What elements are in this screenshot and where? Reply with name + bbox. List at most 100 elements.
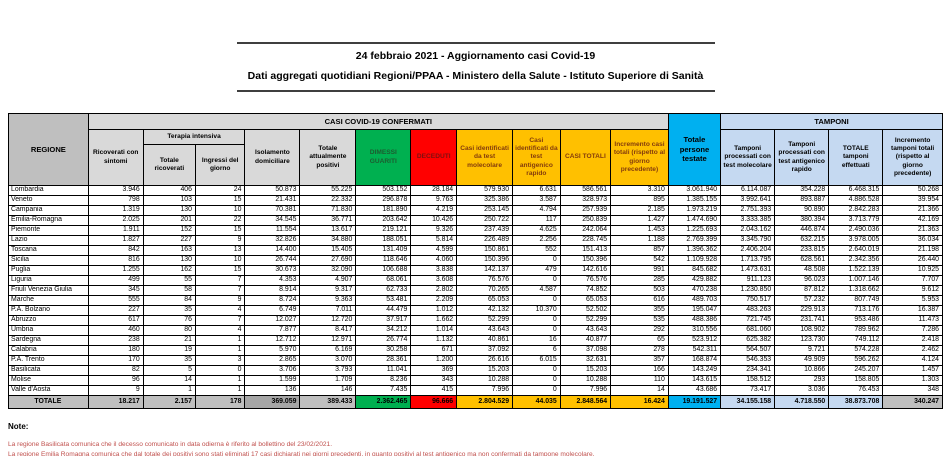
value-cell: 9.326 <box>410 225 458 236</box>
value-cell: 76.576 <box>559 275 612 286</box>
value-cell: 96 <box>87 375 144 386</box>
value-cell: 499 <box>87 275 144 286</box>
region-name: Puglia <box>8 265 89 276</box>
value-cell: 807.749 <box>828 295 884 306</box>
region-name: Campania <box>8 205 89 216</box>
value-cell: 43.643 <box>456 325 514 336</box>
value-cell: 369.059 <box>244 395 301 409</box>
region-name: Friuli Venezia Giulia <box>8 285 89 296</box>
value-cell: 2.342.356 <box>828 255 884 266</box>
value-cell: 1 <box>142 385 196 396</box>
value-cell: 1.453 <box>610 225 669 236</box>
value-cell: 52.299 <box>559 315 612 326</box>
value-cell: 2.751.393 <box>720 205 776 216</box>
value-cell: 3.838 <box>410 265 458 276</box>
value-cell: 1.014 <box>410 325 458 336</box>
value-cell: 460 <box>87 325 144 336</box>
value-cell: 1 <box>194 375 246 386</box>
value-cell: 0 <box>512 365 561 376</box>
value-cell: 1.522.139 <box>828 265 884 276</box>
value-cell: 2.209 <box>410 295 458 306</box>
value-cell: 188.051 <box>355 235 412 246</box>
value-cell: 4.124 <box>882 355 943 366</box>
value-cell: 4 <box>194 325 246 336</box>
region-name: P.A. Trento <box>8 355 89 366</box>
value-cell: 234.341 <box>720 365 776 376</box>
value-cell: 8.417 <box>299 325 357 336</box>
value-cell: 6.169 <box>299 345 357 356</box>
value-cell: 180 <box>87 345 144 356</box>
value-cell: 237.439 <box>456 225 514 236</box>
value-cell: 21.198 <box>882 245 943 256</box>
notes-section: Note: La regione Basilicata comunica che… <box>8 422 951 456</box>
value-cell: 131.409 <box>355 245 412 256</box>
header-group-casi-confermati: CASI COVID-19 CONFERMATI <box>87 113 669 130</box>
value-cell: 24 <box>194 185 246 196</box>
value-cell: 503 <box>610 285 669 296</box>
value-cell: 50.873 <box>244 185 301 196</box>
value-cell: 470.238 <box>667 285 722 296</box>
value-cell: 292 <box>610 325 669 336</box>
value-cell: 158.805 <box>828 375 884 386</box>
value-cell: 750.517 <box>720 295 776 306</box>
table-row: Molise 96 14 1 1.599 1.709 8.236 343 10.288 0 10.2… <box>8 375 943 386</box>
value-cell: 19 <box>142 345 196 356</box>
header-attualmente-positivi: Totale attualmente positivi <box>299 129 357 186</box>
value-cell: 21.366 <box>882 205 943 216</box>
value-cell: 37.917 <box>355 315 412 326</box>
value-cell: 35 <box>142 355 196 366</box>
value-cell: 1.007.146 <box>828 275 884 286</box>
value-cell: 136 <box>244 385 301 396</box>
value-cell: 357 <box>610 355 669 366</box>
value-cell: 42.132 <box>456 305 514 316</box>
value-cell: 3.345.790 <box>720 235 776 246</box>
table-row: Basilicata 82 5 0 3.706 3.793 11.041 369 15.203 0… <box>8 365 943 376</box>
value-cell: 143.249 <box>667 365 722 376</box>
value-cell: 2.848.564 <box>559 395 612 409</box>
value-cell: 343 <box>410 375 458 386</box>
value-cell: 70.265 <box>456 285 514 296</box>
value-cell: 911.123 <box>720 275 776 286</box>
value-cell: 1.709 <box>299 375 357 386</box>
value-cell: 37.098 <box>559 345 612 356</box>
value-cell: 203.642 <box>355 215 412 226</box>
value-cell: 5.814 <box>410 235 458 246</box>
value-cell: 991 <box>610 265 669 276</box>
value-cell: 6 <box>512 345 561 356</box>
value-cell: 415 <box>410 385 458 396</box>
value-cell: 34.880 <box>299 235 357 246</box>
value-cell: 586.561 <box>559 185 612 196</box>
value-cell: 130 <box>142 205 196 216</box>
value-cell: 152 <box>142 225 196 236</box>
value-cell: 65.053 <box>456 295 514 306</box>
value-cell: 1.911 <box>87 225 144 236</box>
region-name: TOTALE <box>8 395 89 409</box>
value-cell: 10.288 <box>456 375 514 386</box>
value-cell: 1.109.928 <box>667 255 722 266</box>
value-cell: 150.396 <box>456 255 514 266</box>
value-cell: 7 <box>194 315 246 326</box>
value-cell: 14 <box>142 375 196 386</box>
value-cell: 4.794 <box>512 205 561 216</box>
table-row: Lazio 1.827 227 9 32.826 34.880 188.051 5.814 22… <box>8 235 943 246</box>
table-row: Lombardia 3.946 406 24 50.873 55.225 503.152 28… <box>8 185 943 196</box>
value-cell: 82 <box>87 365 144 376</box>
value-cell: 574.228 <box>828 345 884 356</box>
header-casi-molecolare: Casi identificati da test molecolare <box>456 129 514 186</box>
table-row: Friuli Venezia Giulia 345 58 7 8.914 9.317 62.… <box>8 285 943 296</box>
value-cell: 293 <box>774 375 830 386</box>
value-cell: 14.400 <box>244 245 301 256</box>
value-cell: 181.890 <box>355 205 412 216</box>
value-cell: 55.225 <box>299 185 357 196</box>
value-cell: 30.673 <box>244 265 301 276</box>
value-cell: 7.996 <box>559 385 612 396</box>
value-cell: 2.043.162 <box>720 225 776 236</box>
value-cell: 226.489 <box>456 235 514 246</box>
value-cell: 71.830 <box>299 205 357 216</box>
value-cell: 0 <box>512 385 561 396</box>
header-persone-testate: Totale persone testate <box>667 113 722 186</box>
value-cell: 1.662 <box>410 315 458 326</box>
value-cell: 3.713.779 <box>828 215 884 226</box>
value-cell: 73.417 <box>720 385 776 396</box>
table-row: Sicilia 816 130 10 26.744 27.690 118.646 4.060 1… <box>8 255 943 266</box>
